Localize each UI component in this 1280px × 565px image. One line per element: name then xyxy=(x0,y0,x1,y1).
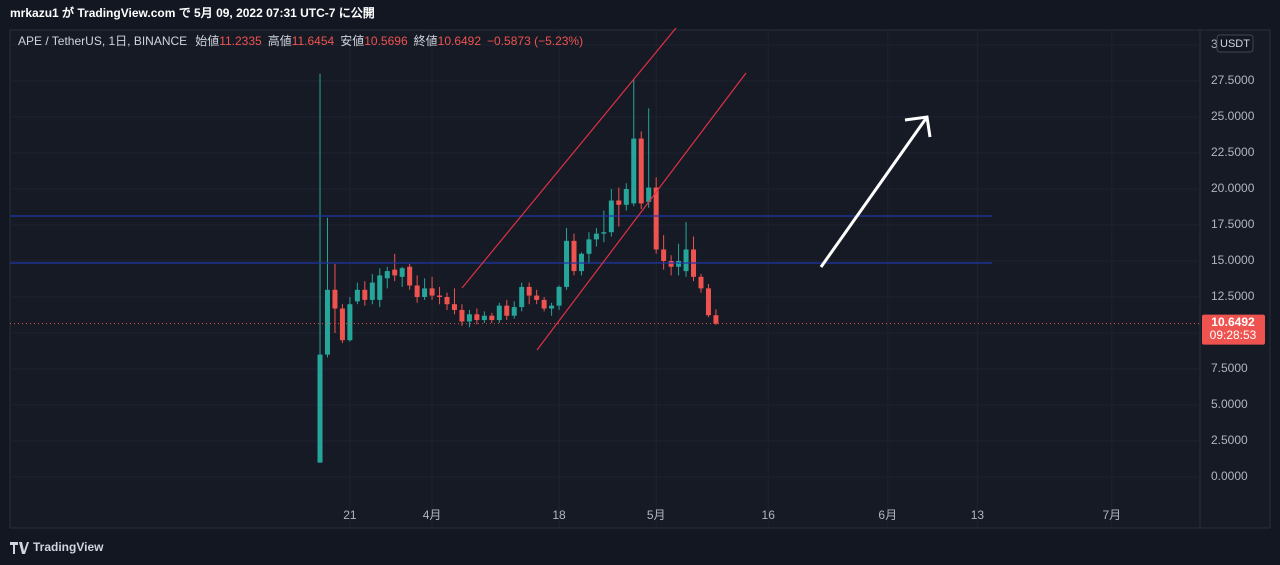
x-tick-label: 16 xyxy=(762,508,776,522)
candle-body xyxy=(601,232,607,234)
candle-body xyxy=(549,305,555,309)
candle-body xyxy=(466,314,472,322)
x-tick-label: 13 xyxy=(971,508,985,522)
candle-body xyxy=(362,289,368,300)
chart-frame xyxy=(9,29,1271,529)
candle-body xyxy=(459,309,465,322)
candle-body xyxy=(556,286,562,306)
ohlc-value: 11.6454 xyxy=(292,34,335,48)
y-tick-label: 27.5000 xyxy=(1211,73,1255,87)
arrow-head xyxy=(904,115,932,138)
ohlc-value: 10.5696 xyxy=(364,34,408,48)
symbol-title: APE / TetherUS, 1日, BINANCE xyxy=(18,34,187,48)
candle-body xyxy=(534,295,540,300)
x-tick-label: 6月 xyxy=(878,508,897,522)
candle-body xyxy=(407,266,413,286)
candle-body xyxy=(489,315,495,321)
candle-body xyxy=(347,304,353,341)
x-tick-label: 18 xyxy=(552,508,566,522)
candle-body xyxy=(683,249,689,272)
y-tick-label: 17.5000 xyxy=(1211,217,1255,231)
ohlc-label: 終値 xyxy=(414,33,438,48)
candle-body xyxy=(354,289,360,302)
y-tick-label: 5.0000 xyxy=(1211,397,1248,411)
candle-body xyxy=(384,271,390,279)
candle-body xyxy=(668,260,674,267)
candle-body xyxy=(429,288,435,296)
ohlc-value: 11.2335 xyxy=(219,34,262,48)
candle-body xyxy=(616,200,622,205)
ohlc-label: 安値 xyxy=(340,33,364,48)
candle-body xyxy=(504,305,510,316)
ohlc-label: 始値 xyxy=(195,33,219,48)
x-tick-label: 4月 xyxy=(423,508,442,522)
y-tick-label: 3 xyxy=(1211,37,1218,51)
y-tick-label: 25.0000 xyxy=(1211,109,1255,123)
candle-body xyxy=(705,288,711,316)
candle-body xyxy=(451,304,457,310)
candle-body xyxy=(698,276,704,289)
candle-body xyxy=(481,315,487,321)
x-tick-label: 21 xyxy=(343,508,357,522)
x-tick-label: 7月 xyxy=(1103,508,1122,522)
y-tick-label: 2.5000 xyxy=(1211,433,1248,447)
ohlc-value: 10.6492 xyxy=(438,34,482,48)
candle-body xyxy=(661,249,667,261)
candle-body xyxy=(339,308,345,341)
currency-badge xyxy=(1216,34,1254,53)
candle-body xyxy=(564,240,570,287)
x-tick-label: 5月 xyxy=(647,508,666,522)
candle-body xyxy=(414,285,420,298)
drawings xyxy=(10,27,992,351)
y-tick-label: 0.0000 xyxy=(1211,469,1248,483)
candle-body xyxy=(586,239,592,254)
candle-body xyxy=(646,187,652,202)
candle-body xyxy=(631,138,637,204)
y-tick-label: 7.5000 xyxy=(1211,361,1248,375)
candle-body xyxy=(593,233,599,240)
channel-line xyxy=(536,72,747,351)
ohlc-label: 高値 xyxy=(268,33,292,48)
channel-line xyxy=(461,27,677,289)
candle-body xyxy=(437,295,443,298)
candle-body xyxy=(369,282,375,300)
candle-body xyxy=(713,315,719,324)
candle-body xyxy=(324,289,330,355)
candle-body xyxy=(511,307,517,316)
candle-body xyxy=(332,289,338,309)
candle-body xyxy=(317,354,323,463)
brand: TradingView xyxy=(33,540,104,554)
candle-body xyxy=(541,299,547,309)
candle-body xyxy=(392,269,398,276)
candle-body xyxy=(653,187,659,250)
change: −0.5873 (−5.23%) xyxy=(487,34,583,48)
logo xyxy=(10,542,29,554)
candle-body xyxy=(519,286,525,308)
arrow xyxy=(819,116,929,268)
price-tag xyxy=(1202,314,1265,345)
price-tag-value: 10.6492 xyxy=(1211,315,1255,329)
candle-body xyxy=(399,268,405,277)
footer: TradingView xyxy=(10,540,104,554)
currency: USDT xyxy=(1220,38,1250,50)
y-tick-label: 20.0000 xyxy=(1211,181,1255,195)
candle-body xyxy=(377,275,383,300)
candle-body xyxy=(623,188,629,205)
candle-body xyxy=(444,297,450,305)
attribution: mrkazu1 が TradingView.com で 5月 09, 2022 … xyxy=(10,5,375,20)
candle-body xyxy=(571,240,577,272)
candle-body xyxy=(422,288,428,298)
candle-body xyxy=(638,138,644,204)
candle-body xyxy=(474,314,480,321)
y-tick-label: 12.5000 xyxy=(1211,289,1255,303)
candle-body xyxy=(676,260,682,267)
y-tick-label: 22.5000 xyxy=(1211,145,1255,159)
countdown: 09:28:53 xyxy=(1210,328,1257,342)
candle-body xyxy=(526,286,532,296)
y-tick-label: 15.0000 xyxy=(1211,253,1255,267)
candle-body xyxy=(496,305,502,321)
